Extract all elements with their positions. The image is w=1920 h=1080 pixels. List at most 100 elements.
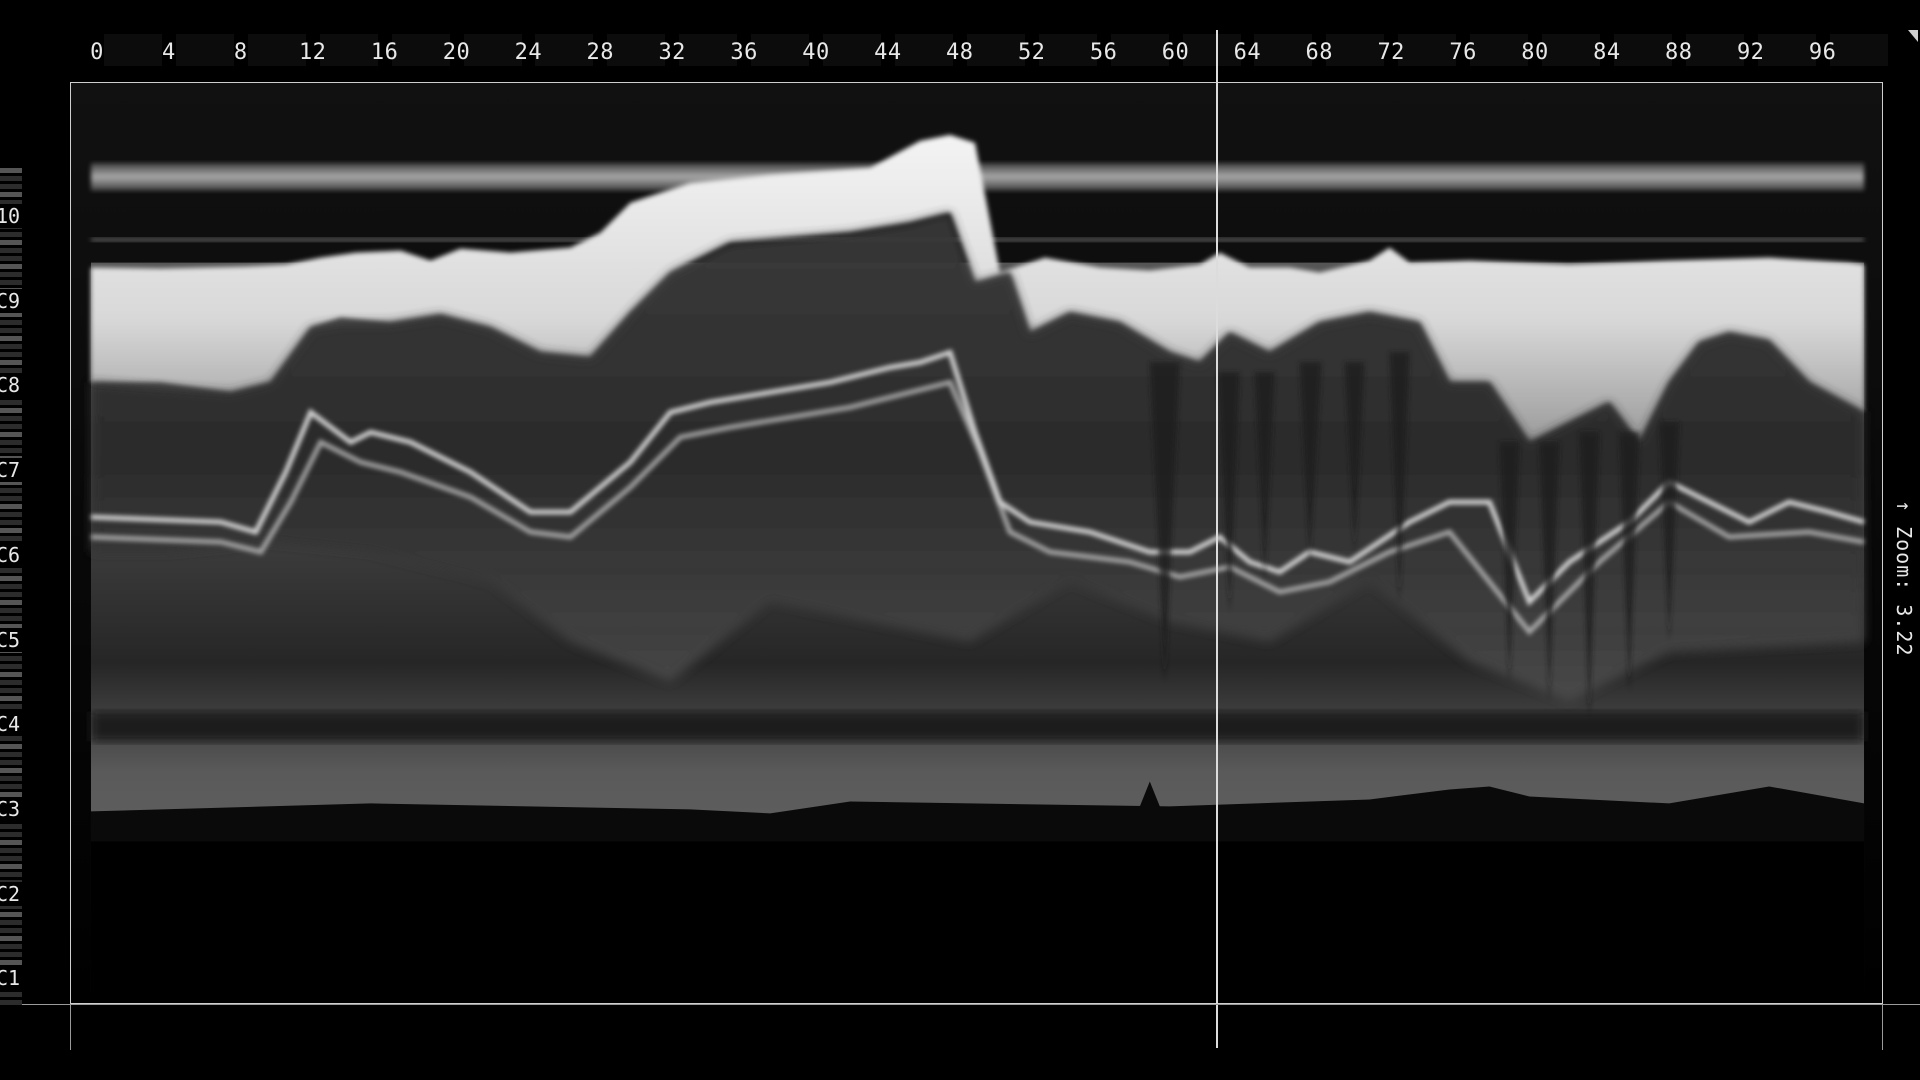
piano-key-stripe	[0, 512, 22, 517]
piano-key-stripe	[0, 600, 22, 605]
piano-key-stripe	[0, 280, 22, 285]
piano-key-stripe	[0, 992, 22, 997]
piano-key-stripe	[0, 320, 22, 325]
ruler-slot	[1470, 34, 1529, 66]
zoom-readout: ↑ Zoom: 3.22	[1892, 500, 1916, 657]
time-tick-label: 16	[370, 40, 399, 65]
piano-key-stripe	[0, 360, 22, 365]
piano-key-stripe	[0, 448, 22, 453]
pitch-label: C3	[0, 796, 23, 821]
piano-key-stripe	[0, 920, 22, 925]
ruler-slot	[175, 34, 234, 66]
piano-key-stripe	[0, 256, 22, 261]
ruler-slot	[1829, 34, 1888, 66]
piano-key-stripe	[0, 864, 22, 869]
ruler-slot	[1542, 34, 1600, 66]
piano-key-stripe	[0, 200, 22, 205]
pitch-label: C8	[0, 373, 23, 398]
piano-key-stripe	[0, 248, 22, 253]
piano-key-stripe	[0, 168, 22, 173]
piano-key-stripe	[0, 688, 22, 693]
piano-key-stripe	[0, 672, 22, 677]
piano-key-stripe	[0, 792, 22, 797]
piano-key-stripe	[0, 616, 22, 621]
piano-key-stripe	[0, 272, 22, 277]
time-tick-label: 80	[1521, 40, 1549, 65]
ruler-slot	[607, 34, 666, 66]
pitch-label: C1	[0, 966, 23, 991]
piano-key-stripe	[0, 928, 22, 933]
frame-leg-right	[1882, 1004, 1883, 1050]
scroll-corner-arrow-icon[interactable]	[1908, 30, 1918, 42]
pitch-axis[interactable]: 10 C9 C8 C7 C6 C5 C4 C3 C2 C1	[0, 160, 24, 1005]
piano-key-stripe	[0, 768, 22, 773]
time-tick-label: 56	[1089, 40, 1118, 65]
piano-key-stripe	[0, 936, 22, 941]
piano-key-stripe	[0, 848, 22, 853]
piano-key-stripe	[0, 744, 22, 749]
piano-key-stripe	[0, 680, 22, 685]
time-tick-label: 52	[1017, 40, 1046, 65]
piano-key-stripe	[0, 184, 22, 189]
piano-key-stripe	[0, 1000, 22, 1005]
piano-key-stripe	[0, 784, 22, 789]
piano-key-stripe	[0, 752, 22, 757]
piano-key-stripe	[0, 240, 22, 245]
time-tick-label: 72	[1377, 40, 1405, 65]
piano-key-stripe	[0, 480, 22, 485]
ruler-slot	[463, 34, 522, 66]
piano-key-stripe	[0, 344, 22, 349]
ruler-slot	[391, 34, 450, 66]
ruler-slot	[247, 34, 306, 66]
spectrogram-view[interactable]	[70, 82, 1883, 1004]
piano-key-stripe	[0, 904, 22, 909]
time-tick-label: 76	[1449, 40, 1477, 65]
time-tick-label: 8	[233, 40, 248, 65]
ruler-slot	[823, 34, 881, 66]
piano-key-stripe	[0, 264, 22, 269]
time-tick-label: 68	[1305, 40, 1334, 65]
time-tick-label: 32	[658, 40, 686, 65]
piano-key-stripe	[0, 824, 22, 829]
piano-key-stripe	[0, 960, 22, 965]
piano-key-stripe	[0, 520, 22, 525]
time-tick-label: 0	[90, 40, 104, 65]
time-tick-label: 88	[1665, 40, 1693, 65]
ruler-slot	[1613, 34, 1672, 66]
ruler-slot	[751, 34, 810, 66]
time-tick-label: 48	[946, 40, 974, 65]
ruler-slot	[1254, 34, 1313, 66]
frame-leg-left	[70, 1004, 71, 1050]
time-tick-label: 96	[1808, 40, 1837, 65]
ruler-slot	[535, 34, 594, 66]
ruler-slot	[1757, 34, 1816, 66]
ruler-slot	[104, 34, 162, 66]
ruler-slot	[894, 34, 953, 66]
time-tick-label: 4	[162, 40, 176, 65]
piano-key-stripe	[0, 432, 22, 437]
time-tick-label: 12	[298, 40, 327, 65]
piano-key-stripe	[0, 336, 22, 341]
pitch-label: C2	[0, 881, 23, 906]
piano-key-stripe	[0, 352, 22, 357]
piano-key-stripe	[0, 488, 22, 493]
piano-key-stripe	[0, 608, 22, 613]
piano-key-stripe	[0, 592, 22, 597]
ruler-slot	[1038, 34, 1097, 66]
frame-bottom-line	[0, 1004, 1920, 1005]
piano-key-stripe	[0, 176, 22, 181]
piano-key-stripe	[0, 440, 22, 445]
time-ruler[interactable]: 0 4 8 12 16 20 24 28 32 36 40 44 48 52 56 60 64 68 72 76 80 8…	[0, 0, 1920, 82]
piano-key-stripe	[0, 328, 22, 333]
time-tick-label: 24	[514, 40, 543, 65]
ruler-slot	[319, 34, 378, 66]
ruler-slot	[1326, 34, 1385, 66]
pitch-label: C7	[0, 458, 23, 483]
piano-key-stripe	[0, 536, 22, 541]
piano-key-stripe	[0, 528, 22, 533]
playhead-cursor[interactable]	[1216, 30, 1218, 1048]
ruler-slot	[679, 34, 738, 66]
time-tick-label: 40	[802, 40, 830, 65]
time-tick-label: 44	[874, 40, 902, 65]
piano-key-stripe	[0, 664, 22, 669]
